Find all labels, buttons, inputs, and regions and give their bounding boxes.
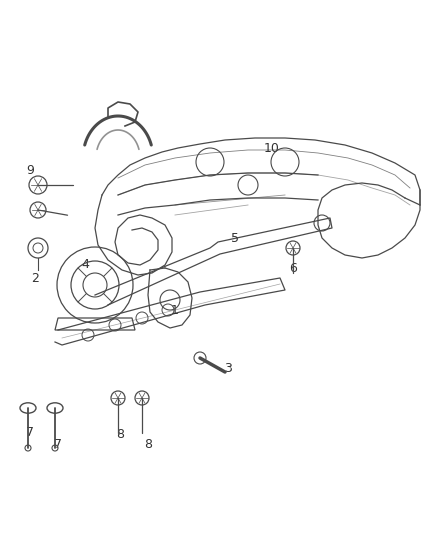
Text: 3: 3 [224, 361, 232, 375]
Text: 2: 2 [31, 271, 39, 285]
Text: 6: 6 [289, 262, 297, 274]
Text: 4: 4 [81, 259, 89, 271]
Text: 9: 9 [26, 164, 34, 176]
Text: 8: 8 [144, 439, 152, 451]
Text: 8: 8 [116, 429, 124, 441]
Text: 1: 1 [171, 303, 179, 317]
Text: 7: 7 [26, 425, 34, 439]
Text: 10: 10 [264, 141, 280, 155]
Text: 5: 5 [231, 231, 239, 245]
Text: 7: 7 [54, 439, 62, 451]
